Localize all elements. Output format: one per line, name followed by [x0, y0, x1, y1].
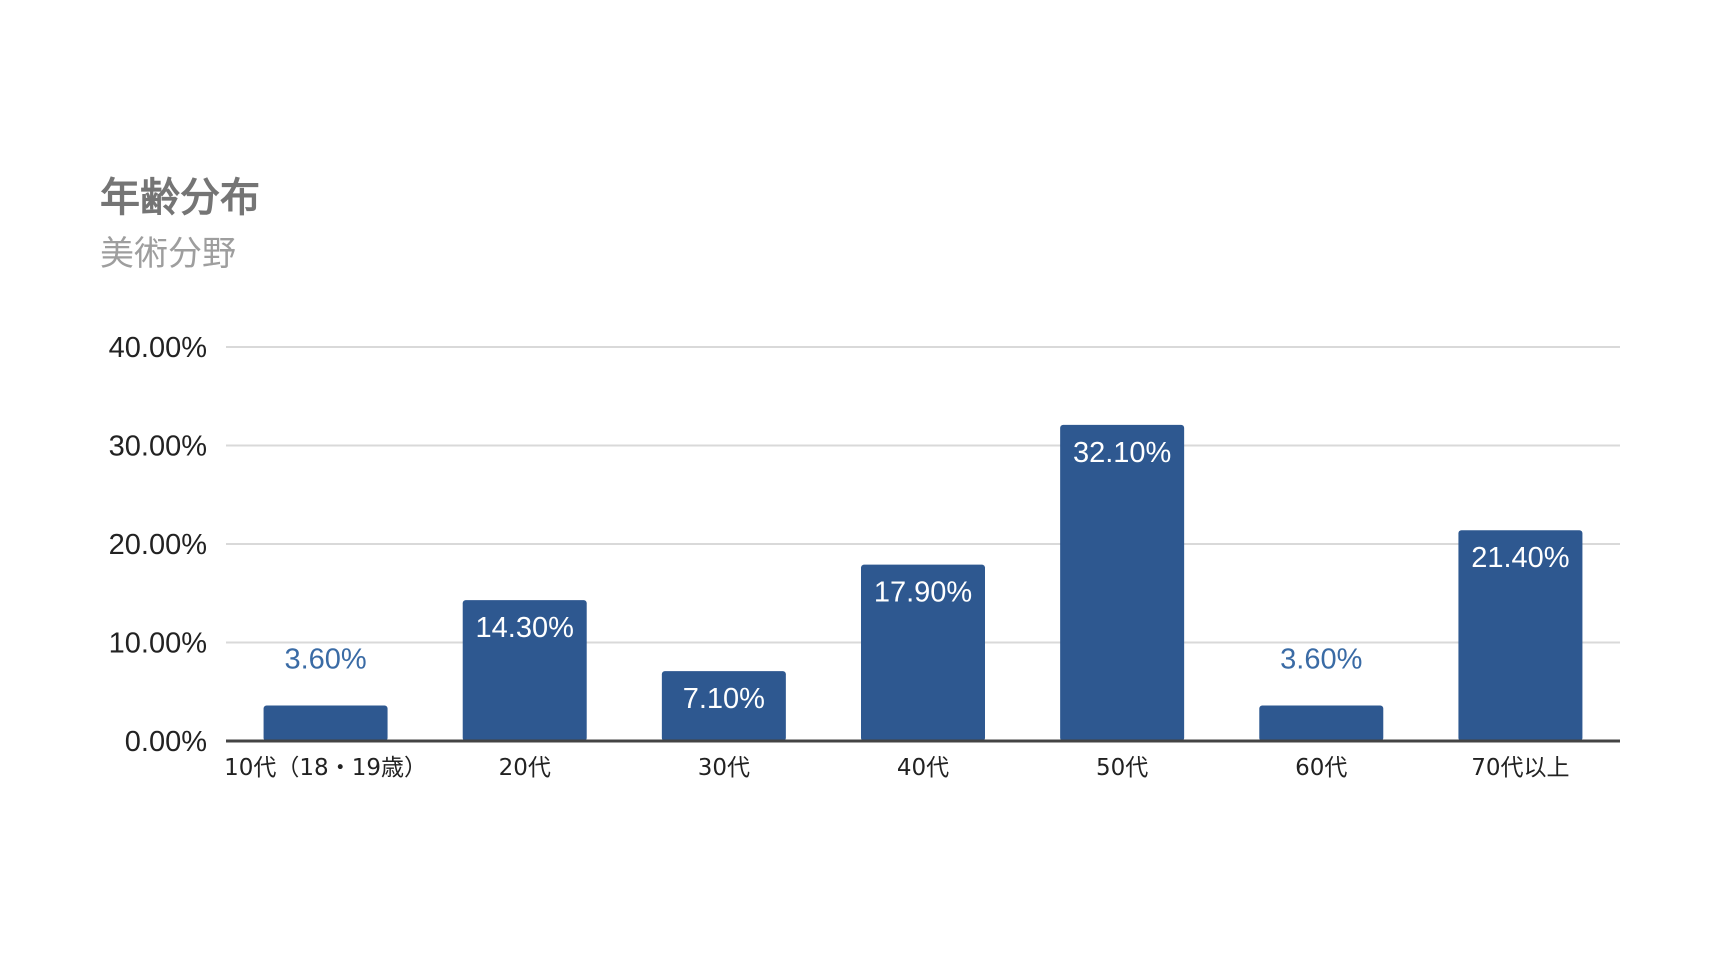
- x-tick-label: 50代: [1096, 755, 1148, 781]
- y-tick-label: 10.00%: [109, 628, 207, 660]
- bar: [462, 600, 587, 741]
- data-label: 3.60%: [284, 644, 366, 676]
- data-label: 3.60%: [1280, 644, 1362, 676]
- chart-subtitle: 美術分野: [100, 234, 236, 274]
- bar: [1060, 424, 1185, 741]
- x-tick-label: 70代以上: [1471, 755, 1569, 781]
- bar: [861, 564, 985, 741]
- data-label: 14.30%: [476, 612, 574, 644]
- x-tick-label: 10代（18・19歳）: [224, 755, 427, 781]
- data-label: 21.40%: [1471, 542, 1569, 574]
- bar: [1259, 705, 1384, 741]
- x-tick-label: 30代: [698, 755, 750, 781]
- y-tick-label: 40.00%: [109, 332, 207, 364]
- data-label: 32.10%: [1073, 437, 1171, 469]
- chart-title: 年齢分布: [100, 175, 260, 221]
- bar: [263, 705, 388, 741]
- y-tick-label: 30.00%: [109, 431, 207, 463]
- data-label: 17.90%: [874, 577, 972, 609]
- bar: [1458, 530, 1583, 741]
- bars: [263, 424, 1583, 741]
- x-tick-label: 20代: [499, 755, 551, 781]
- data-label: 7.10%: [683, 683, 765, 715]
- x-tick-label: 60代: [1295, 755, 1347, 781]
- y-tick-label: 0.00%: [125, 726, 207, 758]
- y-axis-tick-labels: 0.00% 10.00% 20.00% 30.00% 40.00%: [109, 332, 207, 758]
- bar: [661, 671, 786, 741]
- data-labels: 3.60% 14.30% 7.10% 17.90% 32.10% 3.60% 21.40%: [284, 437, 1569, 715]
- x-tick-label: 40代: [897, 755, 949, 781]
- y-tick-label: 20.00%: [109, 529, 207, 561]
- x-axis-tick-labels: 10代（18・19歳） 20代 30代 40代 50代 60代 70代以上: [224, 755, 1569, 781]
